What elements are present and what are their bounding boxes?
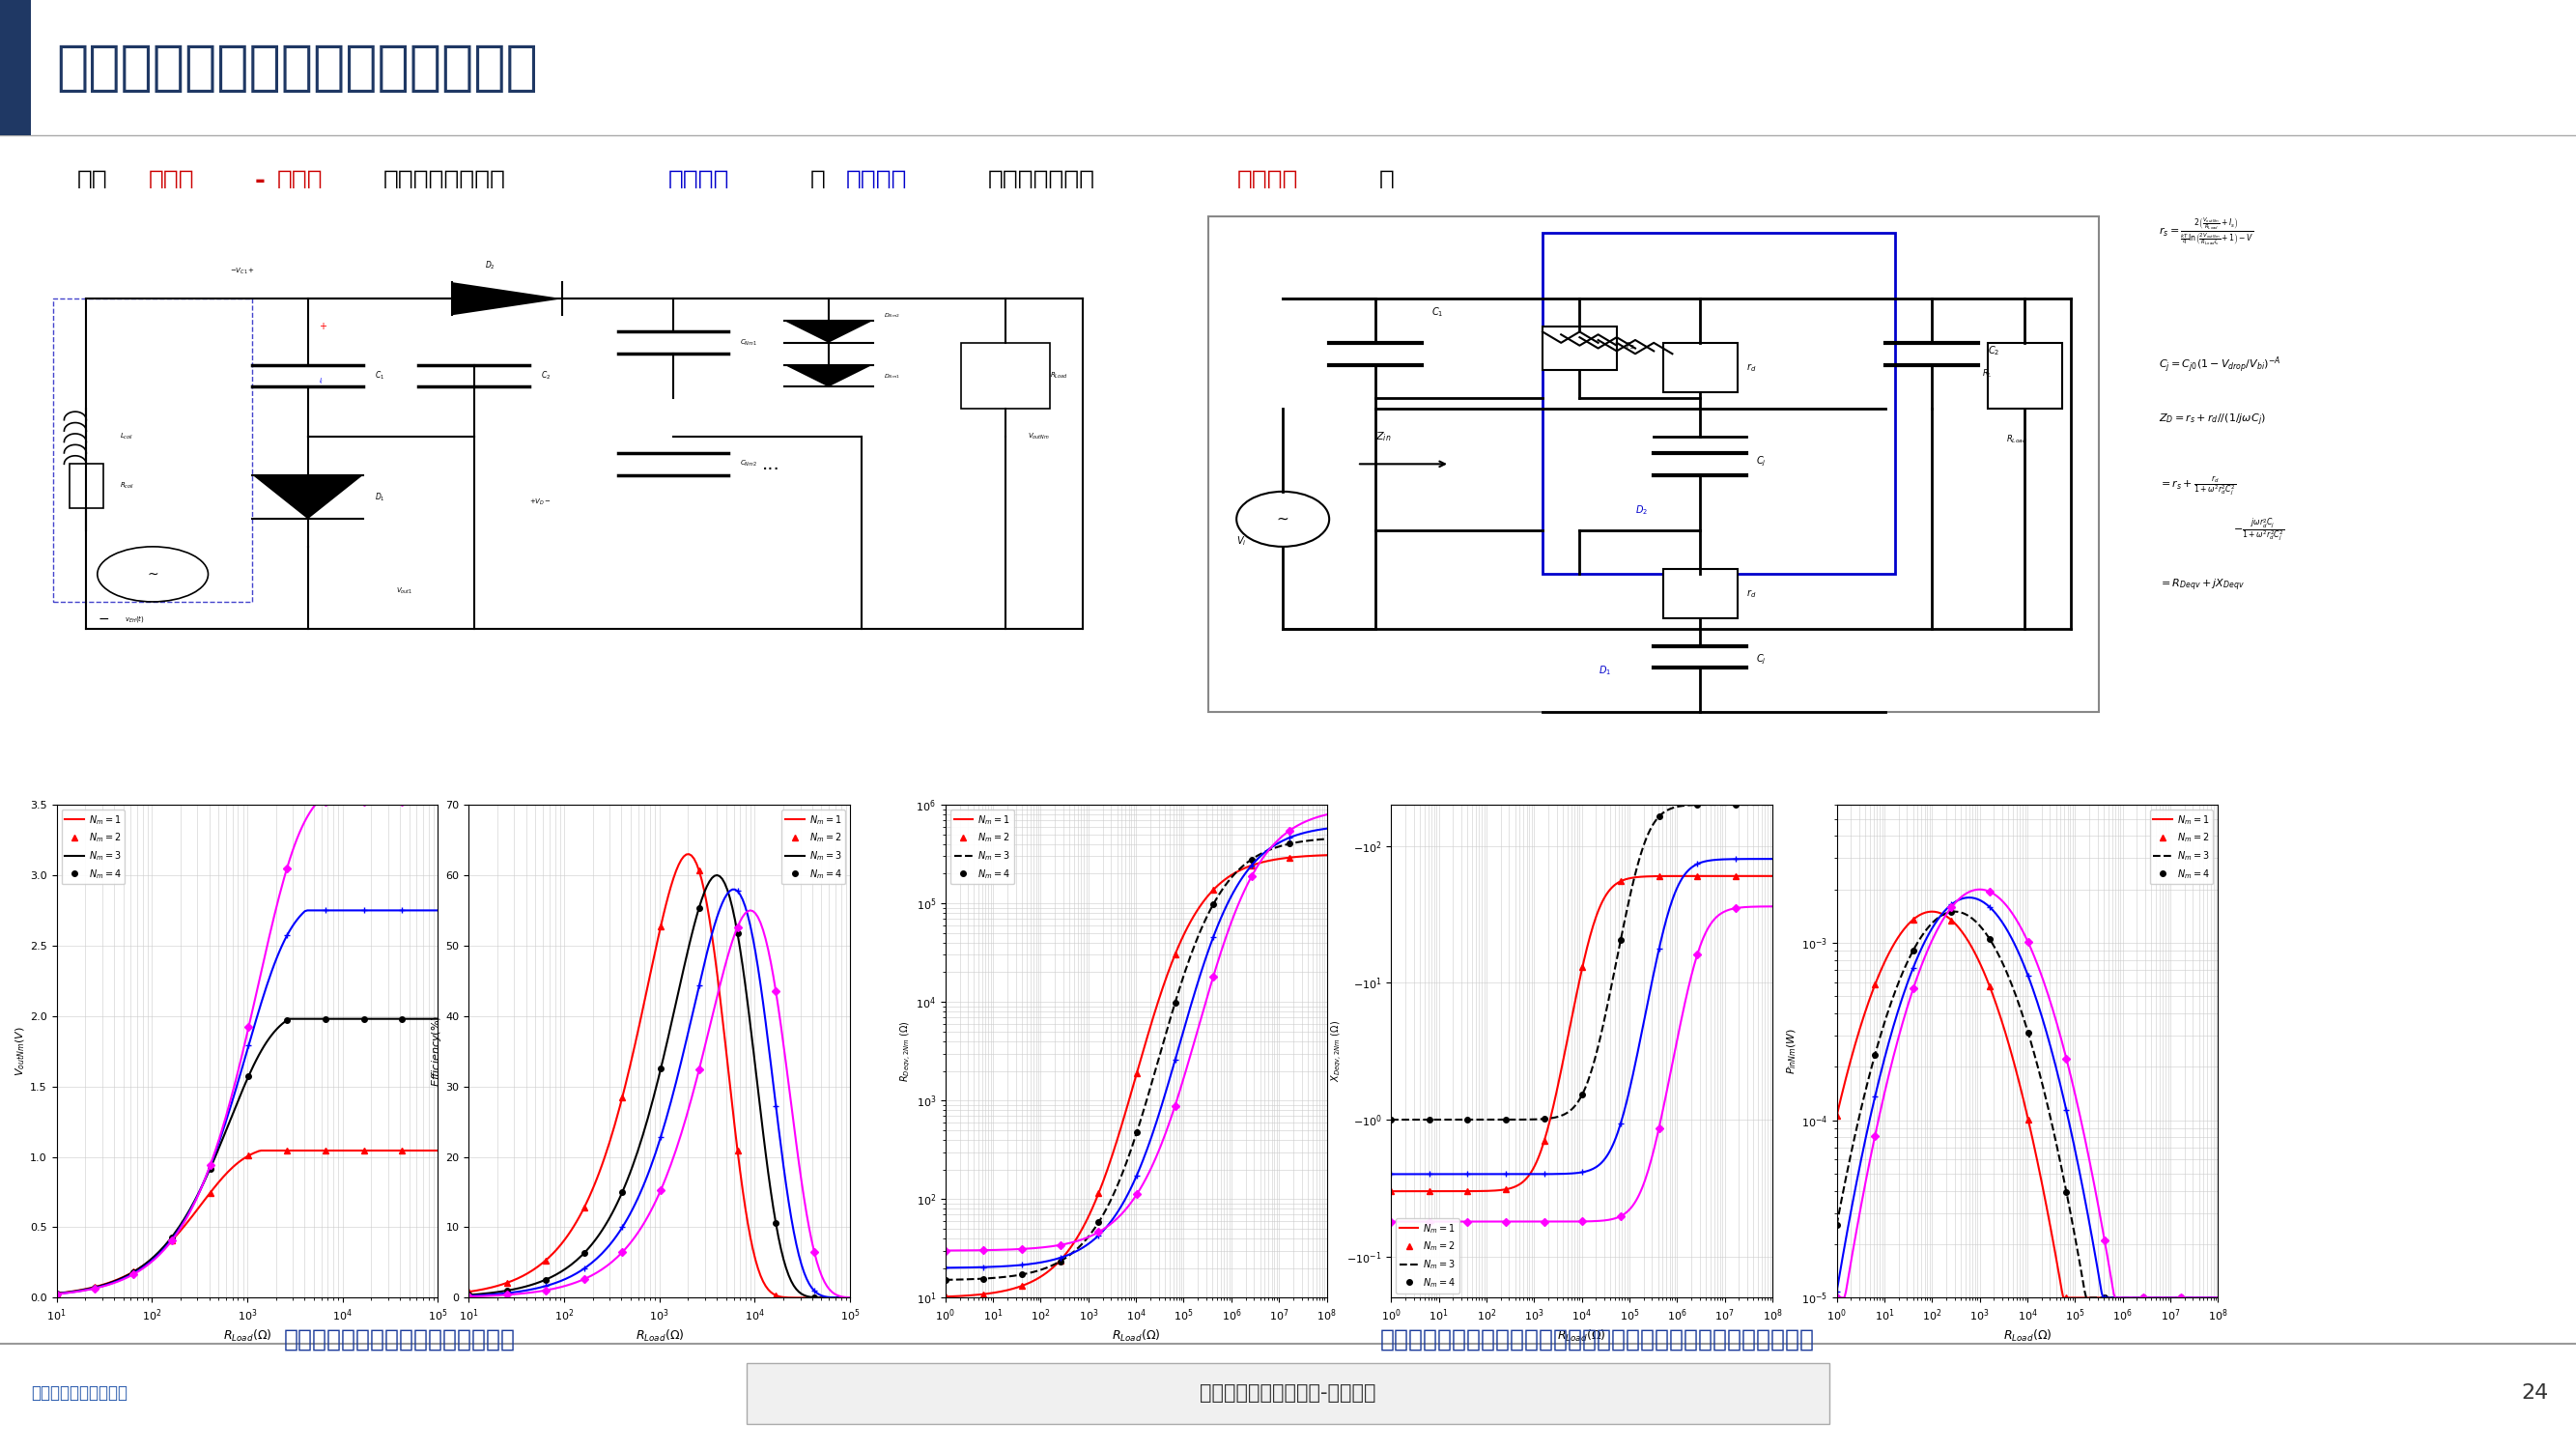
Text: $D_1$: $D_1$ (374, 492, 384, 503)
Text: $Z_D = r_s + r_d // (1/j\omega C_j)$: $Z_D = r_s + r_d // (1/j\omega C_j)$ (2159, 412, 2267, 428)
Text: 。: 。 (1378, 168, 1394, 194)
Text: $L_{coil}$: $L_{coil}$ (118, 432, 134, 441)
Text: $D_2$: $D_2$ (484, 260, 495, 271)
Text: $R_{Load}$: $R_{Load}$ (1051, 371, 1069, 381)
Text: $C_j$: $C_j$ (1757, 455, 1767, 468)
Polygon shape (783, 320, 873, 342)
Text: ~: ~ (147, 567, 157, 581)
Text: 不同负载: 不同负载 (667, 168, 729, 194)
Text: $= r_s + \frac{r_d}{1+\omega^2 r_d^2 C_j^2}$: $= r_s + \frac{r_d}{1+\omega^2 r_d^2 C_j… (2159, 474, 2236, 497)
Text: $- \frac{j\omega r_d^2 C_j}{1+\omega^2 r_d^2 C_j^2}$: $- \frac{j\omega r_d^2 C_j}{1+\omega^2 r… (2233, 518, 2285, 544)
Text: $C_1$: $C_1$ (374, 370, 384, 381)
Text: 输出功率: 输出功率 (845, 168, 907, 194)
Y-axis label: $V_{outNm}(V)$: $V_{outNm}(V)$ (15, 1027, 28, 1076)
Text: $V_i$: $V_i$ (1236, 535, 1247, 548)
Text: 构建: 构建 (77, 168, 108, 194)
Text: $R_{coil}$: $R_{coil}$ (118, 481, 134, 492)
Y-axis label: $P_{inNm}(W)$: $P_{inNm}(W)$ (1785, 1028, 1798, 1074)
Text: $D_2$: $D_2$ (1636, 505, 1649, 518)
Polygon shape (451, 283, 562, 315)
Bar (70, 464, 103, 507)
Text: $D_1$: $D_1$ (1597, 664, 1610, 677)
Y-axis label: $Efficiency(\%)$: $Efficiency(\%)$ (430, 1015, 443, 1088)
Bar (1543, 326, 1618, 370)
Text: $V_{out1}$: $V_{out1}$ (397, 586, 412, 596)
Text: 《电工技术学报》发布: 《电工技术学报》发布 (31, 1385, 126, 1402)
X-axis label: $R_{Load}(\Omega)$: $R_{Load}(\Omega)$ (2004, 1328, 2050, 1344)
Text: $+V_D-$: $+V_D-$ (531, 497, 551, 508)
Text: $D_{Nm1}$: $D_{Nm1}$ (884, 371, 899, 380)
Text: +: + (319, 322, 327, 331)
Text: -: - (255, 168, 265, 194)
Legend: $N_m=1$, $N_m=2$, $N_m=3$, $N_m=4$: $N_m=1$, $N_m=2$, $N_m=3$, $N_m=4$ (1396, 1218, 1461, 1293)
Text: $i_i$: $i_i$ (319, 377, 325, 386)
Text: 多级倍压电路：输出电平和效率曲线: 多级倍压电路：输出电平和效率曲线 (283, 1328, 515, 1351)
Text: $r_d$: $r_d$ (1747, 587, 1757, 600)
Text: $C_j$: $C_j$ (1757, 653, 1767, 667)
Bar (1543, 232, 1896, 574)
Text: $Z_{in}$: $Z_{in}$ (1376, 429, 1391, 444)
Text: $C_j = C_{j0}(1-V_{drop}/V_{bi})^{-A}$: $C_j = C_{j0}(1-V_{drop}/V_{bi})^{-A}$ (2159, 355, 2282, 376)
Text: $R_{Load}$: $R_{Load}$ (2007, 434, 2027, 445)
Text: $R_L$: $R_L$ (1984, 367, 1994, 380)
Text: 等效输入模型，在: 等效输入模型，在 (384, 168, 507, 194)
Text: 非线性: 非线性 (278, 168, 322, 194)
Text: $D_{Nm2}$: $D_{Nm2}$ (884, 310, 899, 319)
Text: $r_s$: $r_s$ (1625, 339, 1636, 352)
Text: 基于能量收集的自供电-电源系统: 基于能量收集的自供电-电源系统 (1200, 1383, 1376, 1404)
Text: $C_{Nm2}$: $C_{Nm2}$ (739, 460, 757, 468)
Y-axis label: $R_{Deqv,2Nm}$ $( \Omega )$: $R_{Deqv,2Nm}$ $( \Omega )$ (899, 1021, 914, 1082)
Text: $-$: $-$ (98, 612, 108, 625)
Text: $v_{EH}(t)$: $v_{EH}(t)$ (126, 613, 144, 624)
X-axis label: $R_{Load}(\Omega)$: $R_{Load}(\Omega)$ (1558, 1328, 1605, 1344)
Text: $C_{Nm1}$: $C_{Nm1}$ (739, 338, 757, 348)
Text: 24: 24 (2522, 1383, 2548, 1404)
Text: $= R_{Deqv} + jX_{Deqv}$: $= R_{Deqv} + jX_{Deqv}$ (2159, 577, 2246, 593)
Text: 基于倍压电路的自供电模块的设计: 基于倍压电路的自供电模块的设计 (57, 42, 538, 94)
Text: $r_d$: $r_d$ (1747, 361, 1757, 374)
Legend: $N_m=1$, $N_m=2$, $N_m=3$, $N_m=4$: $N_m=1$, $N_m=2$, $N_m=3$, $N_m=4$ (951, 809, 1015, 884)
Text: $r_s = \frac{2\left(\frac{V_{outNm}}{R_{Load}}+I_s\right)}{\frac{kT}{q}\ln\left(: $r_s = \frac{2\left(\frac{V_{outNm}}{R_{… (2159, 216, 2254, 248)
Bar (1664, 568, 1736, 618)
Legend: $N_m=1$, $N_m=2$, $N_m=3$, $N_m=4$: $N_m=1$, $N_m=2$, $N_m=3$, $N_m=4$ (62, 809, 126, 884)
Text: $C_1$: $C_1$ (1432, 306, 1443, 319)
X-axis label: $R_{Load}(\Omega)$: $R_{Load}(\Omega)$ (224, 1328, 270, 1344)
Text: 小信号: 小信号 (149, 168, 193, 194)
Text: $V_{outNm}$: $V_{outNm}$ (1028, 432, 1051, 441)
Text: ~: ~ (1278, 512, 1288, 526)
Bar (1664, 342, 1736, 393)
Text: 电路设计: 电路设计 (1236, 168, 1298, 194)
Text: 和: 和 (811, 168, 824, 194)
Polygon shape (252, 476, 363, 519)
Text: $C_2$: $C_2$ (541, 370, 551, 381)
Legend: $N_m=1$, $N_m=2$, $N_m=3$, $N_m=4$: $N_m=1$, $N_m=2$, $N_m=3$, $N_m=4$ (781, 809, 845, 884)
Bar (961, 342, 1051, 409)
Bar (1989, 342, 2061, 409)
Text: 输入阻抗小信号模型：输入阻抗、倍压级数和输入功率与负载的关系: 输入阻抗小信号模型：输入阻抗、倍压级数和输入功率与负载的关系 (1381, 1328, 1814, 1351)
Text: $C_2$: $C_2$ (1989, 344, 1999, 358)
X-axis label: $R_{Load}(\Omega)$: $R_{Load}(\Omega)$ (636, 1328, 683, 1344)
Y-axis label: $X_{Deqv,2Nm}$ $( \Omega )$: $X_{Deqv,2Nm}$ $( \Omega )$ (1329, 1021, 1345, 1082)
Text: 的需求下，确定: 的需求下，确定 (987, 168, 1095, 194)
Bar (54, 299, 252, 602)
Polygon shape (783, 365, 873, 387)
X-axis label: $R_{Load}(\Omega)$: $R_{Load}(\Omega)$ (1113, 1328, 1159, 1344)
Legend: $N_m=1$, $N_m=2$, $N_m=3$, $N_m=4$: $N_m=1$, $N_m=2$, $N_m=3$, $N_m=4$ (2148, 809, 2213, 884)
Text: $-V_{C1}+$: $-V_{C1}+$ (229, 267, 255, 276)
Text: ...: ... (762, 455, 781, 473)
